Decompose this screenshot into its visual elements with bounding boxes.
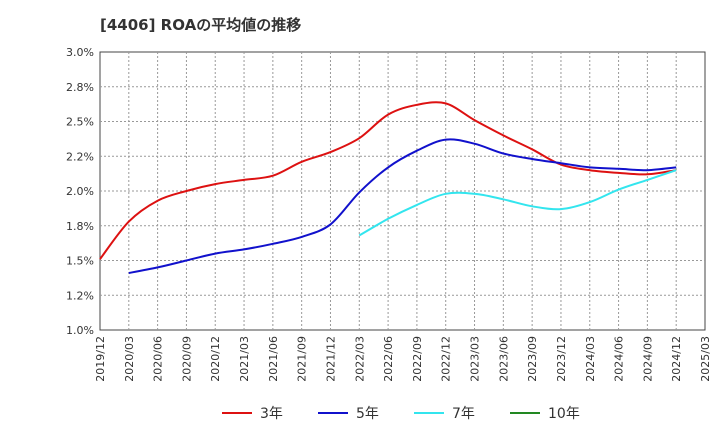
x-tick-label: 2023/06 [497,336,510,382]
x-tick-label: 2019/12 [94,336,107,382]
x-tick-label: 2024/09 [641,336,654,382]
legend-label-2: 5年 [356,406,379,422]
series-line-3 [358,169,677,237]
x-tick-label: 2024/06 [613,336,626,382]
x-tick-label: 2021/09 [296,336,309,382]
y-tick-label: 2.5% [66,116,94,129]
y-tick-label: 2.8% [66,81,94,94]
y-tick-label: 1.2% [66,289,94,302]
y-tick-label: 2.2% [66,150,94,163]
x-tick-label: 2020/03 [123,336,136,382]
y-tick-label: 1.5% [66,255,94,268]
x-tick-label: 2024/12 [670,336,683,382]
legend-label-1: 3年 [260,406,283,422]
series-line-1 [99,101,677,260]
x-tick-label: 2022/06 [382,336,395,382]
x-tick-label: 2025/03 [699,336,712,382]
legend-label-3: 7年 [452,406,475,422]
x-tick-label: 2020/09 [180,336,193,382]
x-tick-label: 2022/09 [411,336,424,382]
y-tick-label: 3.0% [66,46,94,59]
y-tick-label: 2.0% [66,185,94,198]
x-tick-label: 2023/03 [469,336,482,382]
x-tick-label: 2021/03 [238,336,251,382]
x-tick-label: 2021/12 [324,336,337,382]
series-line-2 [128,138,677,274]
x-tick-label: 2020/12 [209,336,222,382]
x-tick-label: 2020/06 [152,336,165,382]
x-tick-label: 2023/12 [555,336,568,382]
y-tick-label: 1.0% [66,324,94,337]
x-tick-label: 2021/06 [267,336,280,382]
x-tick-label: 2023/09 [526,336,539,382]
x-tick-label: 2024/03 [584,336,597,382]
legend-label-4: 10年 [548,406,580,422]
y-tick-label: 1.8% [66,220,94,233]
chart-title: [4406] ROAの平均値の推移 [100,16,301,34]
x-tick-label: 2022/03 [353,336,366,382]
x-tick-label: 2022/12 [440,336,453,382]
